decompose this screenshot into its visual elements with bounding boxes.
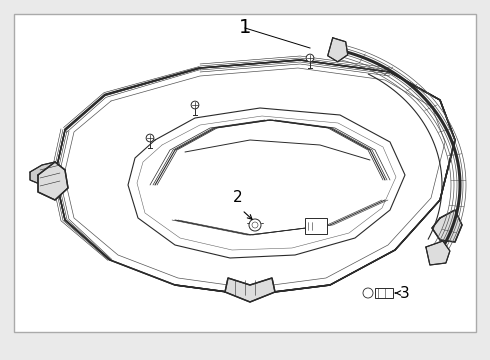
Circle shape [146, 134, 154, 142]
Circle shape [363, 288, 373, 298]
Bar [14, 14, 476, 332]
Bar [305, 218, 327, 234]
Polygon shape [38, 162, 68, 200]
Text: 3: 3 [400, 285, 410, 301]
Circle shape [249, 219, 261, 231]
Polygon shape [55, 60, 455, 295]
Polygon shape [30, 162, 65, 185]
Circle shape [306, 54, 314, 62]
Text: 2: 2 [233, 190, 243, 205]
Polygon shape [225, 278, 275, 302]
Polygon shape [432, 210, 462, 242]
Text: 1: 1 [239, 18, 251, 37]
Polygon shape [426, 241, 450, 265]
Circle shape [191, 101, 199, 109]
Bar [375, 288, 393, 298]
Polygon shape [328, 38, 348, 62]
Circle shape [252, 222, 258, 228]
